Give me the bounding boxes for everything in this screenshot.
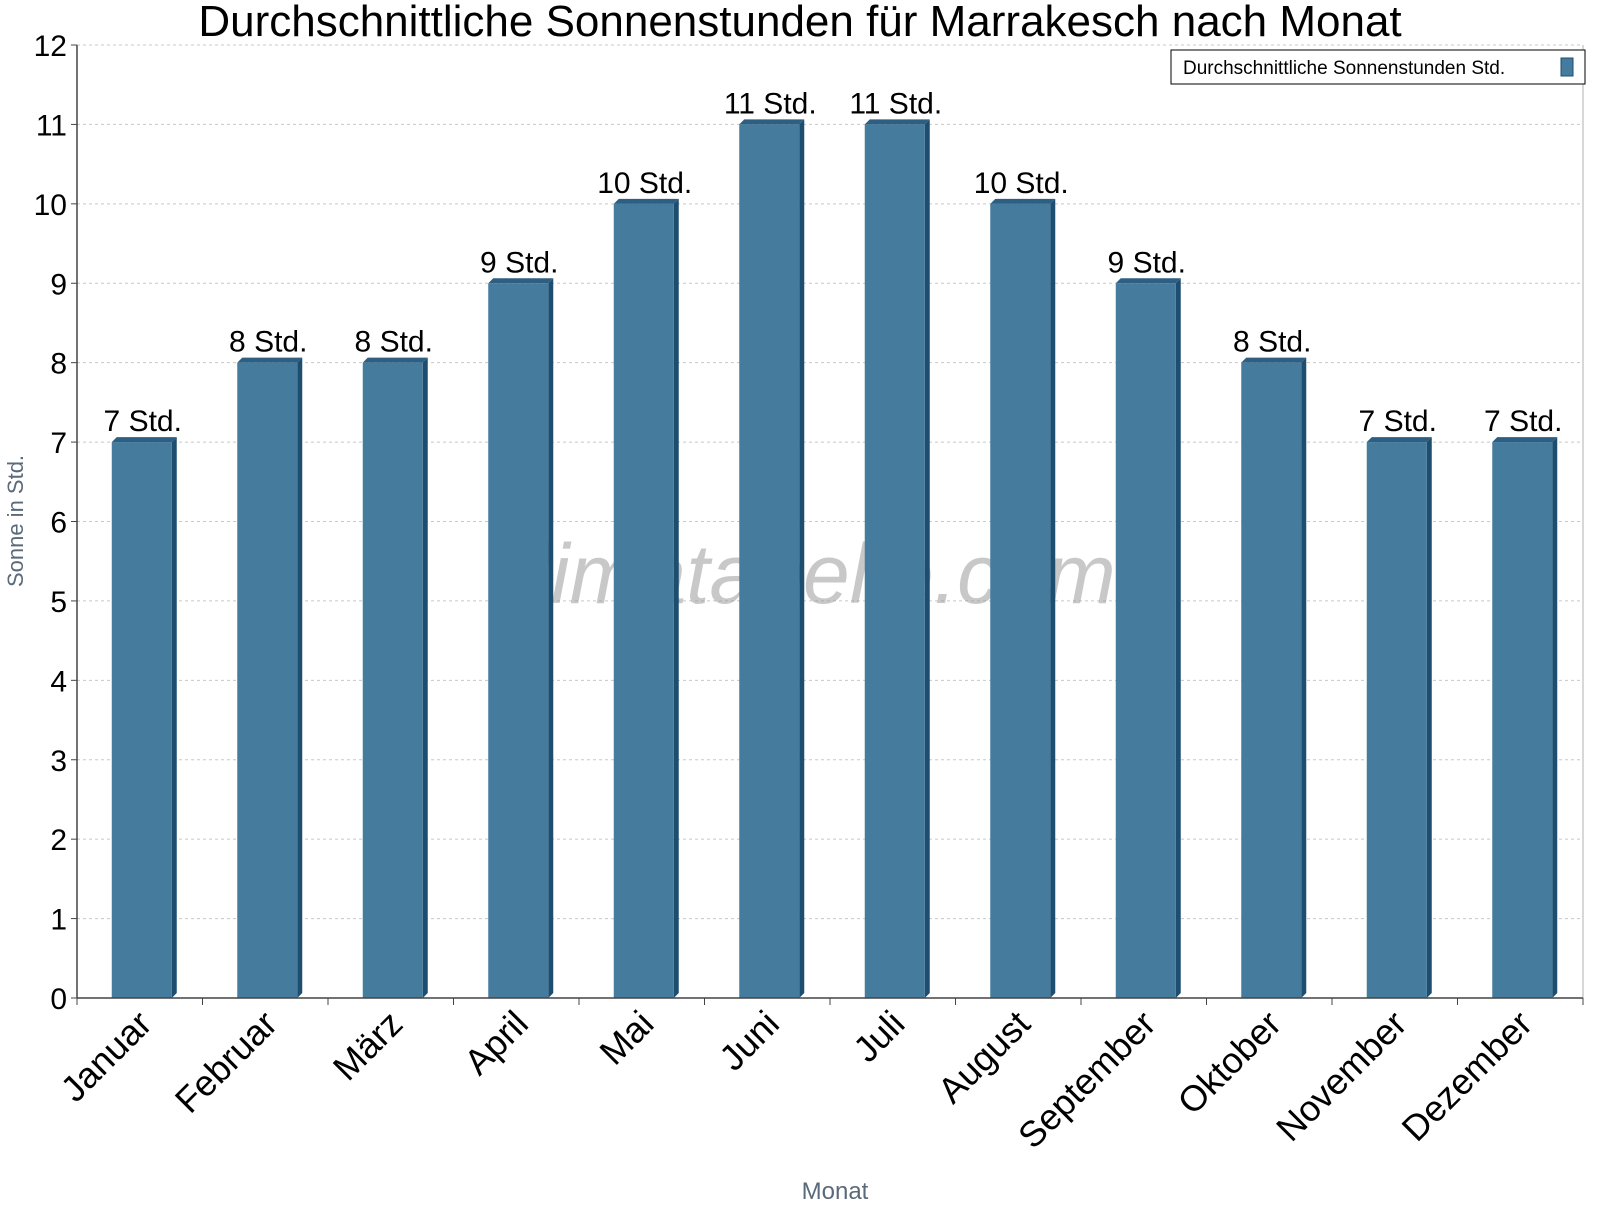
- data-label: 7 Std.: [104, 405, 182, 438]
- x-tick-label: November: [1268, 1003, 1414, 1149]
- x-tick-label: Mai: [591, 1003, 661, 1073]
- x-tick-label: Januar: [53, 1003, 160, 1110]
- bars: [111, 119, 1558, 999]
- data-label: 11 Std.: [849, 87, 942, 120]
- y-tick-label: 10: [34, 189, 67, 222]
- y-tick-label: 12: [34, 30, 67, 63]
- y-tick-label: 6: [50, 507, 67, 540]
- y-tick-label: 8: [50, 348, 67, 381]
- x-tick-label: Juli: [845, 1003, 912, 1070]
- bar: [488, 283, 549, 998]
- x-tick-label: März: [325, 1003, 411, 1089]
- bar: [739, 124, 800, 998]
- data-label: 9 Std.: [480, 246, 558, 279]
- bar: [1366, 442, 1427, 998]
- y-axis-title: Sonne in Std.: [3, 455, 28, 587]
- bar-side: [673, 198, 679, 999]
- bar-top: [990, 198, 1056, 204]
- data-label: 7 Std.: [1484, 405, 1562, 438]
- x-tick-label: September: [1010, 1003, 1164, 1157]
- data-label: 10 Std.: [597, 167, 692, 200]
- bar-side: [171, 437, 177, 998]
- bar-side: [799, 119, 805, 998]
- bar-top: [739, 119, 805, 125]
- legend-box: [1170, 49, 1586, 85]
- y-tick-label: 11: [36, 109, 67, 142]
- bar: [362, 362, 423, 999]
- data-label: 8 Std.: [355, 326, 433, 359]
- bar: [990, 203, 1051, 999]
- y-tick-label: 2: [50, 824, 67, 857]
- x-tick-label: Oktober: [1169, 1003, 1289, 1123]
- y-tick-label: 0: [50, 983, 67, 1016]
- y-tick-label: 5: [50, 586, 67, 619]
- bar: [237, 362, 298, 999]
- bar: [613, 203, 674, 999]
- grid-lines: [77, 44, 1584, 998]
- x-tick-label: Februar: [167, 1003, 285, 1121]
- bar-top: [488, 278, 554, 284]
- bar-top: [237, 357, 303, 363]
- data-label: 8 Std.: [229, 326, 307, 359]
- bar: [1115, 283, 1176, 998]
- x-tick-label: Dezember: [1393, 1003, 1539, 1149]
- bar-top: [1492, 437, 1558, 443]
- y-tick-label: 1: [50, 904, 67, 937]
- legend: Durchschnittliche Sonnenstunden Std.: [1170, 49, 1586, 85]
- bar-top: [1115, 278, 1181, 284]
- bar-top: [864, 119, 930, 125]
- data-label: 8 Std.: [1233, 326, 1311, 359]
- bar-side: [1426, 437, 1432, 998]
- legend-swatch: [1560, 57, 1574, 77]
- bar-side: [297, 357, 303, 999]
- y-tick-label: 3: [50, 745, 67, 778]
- bar-top: [362, 357, 428, 363]
- data-label: 9 Std.: [1108, 246, 1186, 279]
- legend-label: Durchschnittliche Sonnenstunden Std.: [1183, 58, 1505, 79]
- bar-top: [613, 198, 679, 204]
- data-labels: 7 Std. 8 Std. 8 Std. 9 Std. 10 Std. 11 Std. 11…: [104, 87, 1563, 438]
- bar-side: [422, 357, 428, 999]
- data-label: 10 Std.: [974, 167, 1069, 200]
- bar-side: [1050, 198, 1056, 999]
- bar: [864, 124, 925, 998]
- data-label: 11 Std.: [724, 87, 817, 120]
- bar-top: [111, 437, 177, 443]
- x-axis-title: Monat: [802, 1178, 869, 1200]
- bar-side: [1301, 357, 1307, 999]
- bar-side: [924, 119, 930, 998]
- bar: [1492, 442, 1553, 998]
- x-tick-label: Juni: [711, 1003, 787, 1079]
- y-tick-label: 9: [50, 268, 67, 301]
- data-label: 7 Std.: [1359, 405, 1437, 438]
- bar-side: [1552, 437, 1558, 998]
- bar: [1241, 362, 1302, 999]
- bar-top: [1366, 437, 1432, 443]
- bar: [111, 442, 172, 998]
- x-tick-label: April: [456, 1003, 536, 1083]
- bar-side: [1175, 278, 1181, 998]
- x-tick-label: August: [930, 1003, 1038, 1111]
- y-tick-label: 7: [50, 427, 67, 460]
- bar-side: [548, 278, 554, 998]
- y-tick-label: 4: [50, 665, 67, 698]
- bar-top: [1241, 357, 1307, 363]
- chart-title: Durchschnittliche Sonnenstunden für Marr…: [198, 0, 1401, 46]
